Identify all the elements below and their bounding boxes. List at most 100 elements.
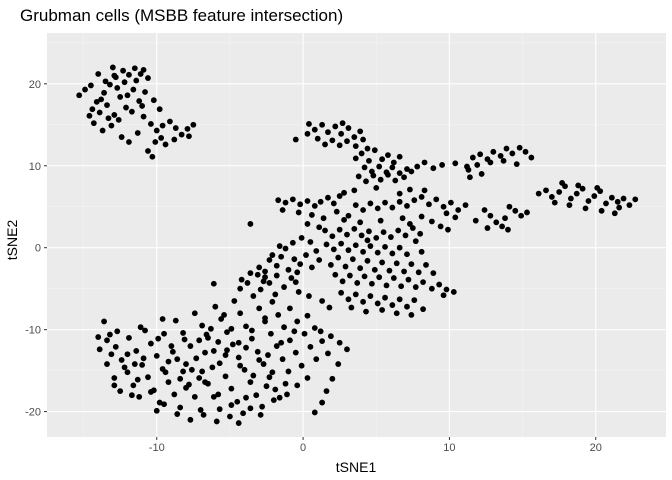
data-point: [373, 234, 380, 241]
data-point: [273, 343, 280, 349]
data-point: [111, 72, 118, 79]
data-point: [440, 203, 447, 210]
data-point: [443, 210, 450, 217]
data-point: [241, 366, 248, 373]
data-point: [229, 341, 236, 348]
data-point: [282, 199, 289, 206]
data-point: [247, 405, 254, 412]
data-point: [345, 247, 352, 254]
data-point: [118, 134, 125, 140]
data-point: [210, 280, 217, 287]
data-point: [278, 339, 285, 346]
data-point: [377, 176, 384, 183]
data-point: [345, 212, 352, 219]
data-point: [117, 94, 124, 100]
data-point: [401, 174, 407, 181]
data-point: [567, 195, 574, 202]
data-point: [269, 298, 276, 305]
data-point: [323, 241, 330, 248]
data-point: [421, 159, 428, 166]
data-point: [336, 142, 343, 149]
data-point: [632, 196, 639, 203]
data-point: [358, 150, 365, 157]
data-point: [124, 369, 131, 376]
data-point: [336, 193, 343, 199]
data-point: [487, 212, 494, 219]
data-point: [184, 125, 191, 132]
data-point: [88, 82, 94, 89]
data-point: [414, 163, 421, 170]
data-point: [266, 280, 273, 286]
data-point: [484, 225, 491, 231]
data-point: [336, 339, 343, 346]
y-tick-label: 10: [29, 161, 41, 173]
data-point: [385, 152, 391, 159]
data-point: [377, 217, 384, 224]
data-point: [121, 79, 128, 86]
data-point: [407, 186, 413, 193]
data-point: [478, 171, 485, 177]
data-point: [347, 272, 353, 279]
data-point: [363, 308, 369, 315]
data-point: [408, 261, 415, 267]
data-point: [304, 130, 311, 137]
data-point: [404, 203, 410, 209]
data-point: [481, 207, 488, 213]
data-point: [212, 303, 219, 310]
data-point: [247, 270, 254, 277]
data-point: [231, 298, 238, 304]
data-point: [235, 420, 242, 426]
data-point: [440, 292, 447, 299]
data-point: [162, 141, 169, 148]
data-point: [120, 67, 126, 74]
data-point: [240, 410, 246, 417]
data-point: [423, 262, 429, 268]
data-point: [140, 66, 147, 73]
data-point: [191, 310, 198, 317]
data-point: [165, 358, 172, 365]
data-point: [287, 305, 293, 312]
data-point: [273, 262, 280, 269]
data-point: [86, 112, 93, 119]
data-point: [398, 283, 405, 290]
data-point: [437, 223, 444, 230]
data-point: [469, 154, 476, 161]
data-point: [253, 392, 260, 399]
data-point: [237, 310, 244, 317]
data-point: [133, 348, 140, 354]
data-point: [349, 256, 356, 263]
data-point: [411, 297, 418, 304]
data-point: [447, 199, 454, 206]
data-point: [336, 226, 343, 233]
data-point: [136, 393, 143, 400]
data-point: [287, 337, 293, 344]
data-point: [289, 239, 296, 246]
data-point: [582, 205, 589, 212]
data-point: [363, 178, 369, 185]
data-point: [399, 215, 406, 222]
data-point: [216, 406, 223, 413]
data-point: [118, 357, 125, 363]
data-point: [114, 85, 121, 91]
data-point: [247, 379, 254, 385]
data-point: [421, 187, 428, 194]
data-point: [341, 189, 347, 196]
data-point: [502, 215, 508, 222]
data-point: [380, 229, 387, 236]
data-point: [139, 103, 146, 109]
data-point: [272, 291, 279, 298]
data-point: [142, 327, 148, 334]
data-point: [269, 252, 276, 258]
data-point: [317, 198, 324, 205]
data-point: [260, 361, 267, 367]
data-point: [123, 104, 129, 111]
data-point: [396, 198, 403, 205]
data-point: [319, 338, 326, 345]
data-point: [342, 263, 349, 270]
data-point: [108, 351, 115, 358]
data-points: [76, 64, 639, 426]
data-point: [332, 123, 339, 130]
data-point: [371, 147, 378, 154]
data-point: [247, 221, 254, 227]
data-point: [307, 343, 314, 350]
